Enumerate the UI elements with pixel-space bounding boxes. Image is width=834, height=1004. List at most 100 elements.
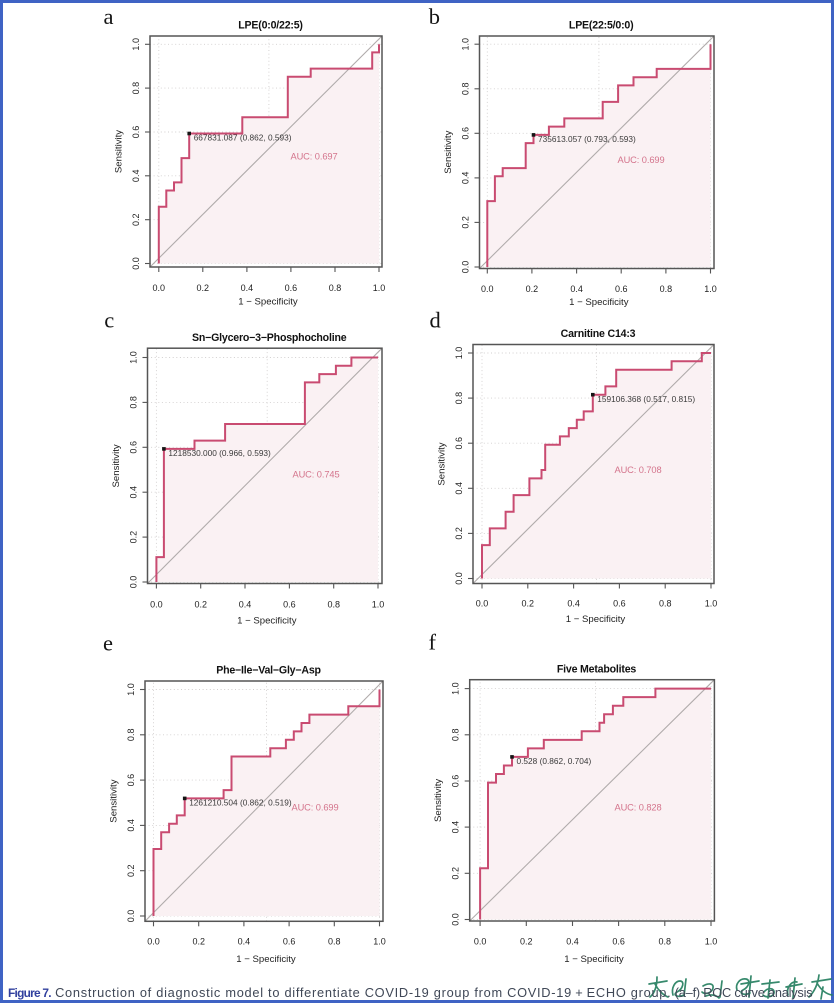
svg-text:0.2: 0.2 [526,284,539,294]
svg-text:a: a [104,4,114,29]
svg-text:0.0: 0.0 [451,913,461,926]
svg-text:0.8: 0.8 [327,599,340,609]
svg-text:1.0: 1.0 [454,347,464,360]
svg-text:1.0: 1.0 [705,937,718,947]
svg-text:0.6: 0.6 [283,937,296,947]
svg-text:0.4: 0.4 [238,937,251,947]
svg-text:0.0: 0.0 [150,599,163,609]
svg-text:0.0: 0.0 [126,910,136,923]
svg-text:0.8: 0.8 [660,284,673,294]
svg-text:667831.087 (0.862, 0.593): 667831.087 (0.862, 0.593) [194,133,292,143]
svg-text:0.4: 0.4 [451,821,461,834]
svg-text:0.2: 0.2 [194,599,207,609]
svg-text:Phe−Ile−Val−Gly−Asp: Phe−Ile−Val−Gly−Asp [216,665,321,677]
svg-text:1 − Specificity: 1 − Specificity [237,616,297,627]
svg-text:0.6: 0.6 [615,284,628,294]
svg-text:Carnitine C14:3: Carnitine C14:3 [561,328,636,340]
svg-text:0.0: 0.0 [461,261,471,274]
svg-text:0.0: 0.0 [131,257,141,270]
svg-text:0.2: 0.2 [131,213,141,226]
svg-text:0.0: 0.0 [481,284,494,294]
svg-text:0.2: 0.2 [129,531,139,544]
svg-text:1 − Specificity: 1 − Specificity [566,614,626,625]
svg-text:1 − Specificity: 1 − Specificity [569,297,629,308]
svg-text:0.0: 0.0 [129,576,139,589]
svg-text:AUC: 0.708: AUC: 0.708 [614,465,661,475]
svg-text:1.0: 1.0 [451,682,461,695]
svg-text:0.528 (0.862, 0.704): 0.528 (0.862, 0.704) [517,756,592,766]
svg-text:0.6: 0.6 [612,937,625,947]
svg-text:1 − Specificity: 1 − Specificity [238,297,298,308]
svg-text:0.6: 0.6 [613,598,626,608]
svg-text:0.4: 0.4 [239,599,252,609]
svg-text:0.2: 0.2 [192,937,205,947]
svg-text:Sensitivity: Sensitivity [109,779,120,822]
svg-text:0.8: 0.8 [328,937,341,947]
svg-text:0.6: 0.6 [454,437,464,450]
svg-text:1 − Specificity: 1 − Specificity [564,954,624,965]
svg-text:0.6: 0.6 [283,599,296,609]
svg-text:1.0: 1.0 [704,284,717,294]
svg-text:0.6: 0.6 [126,774,136,787]
svg-text:LPE(0:0/22:5): LPE(0:0/22:5) [238,20,303,32]
svg-text:Sensitivity: Sensitivity [114,130,125,173]
svg-text:0.8: 0.8 [461,83,471,96]
svg-text:735613.057 (0.793, 0.593): 735613.057 (0.793, 0.593) [538,134,636,144]
svg-text:0.8: 0.8 [131,82,141,95]
svg-text:LPE(22:5/0:0): LPE(22:5/0:0) [569,20,634,32]
svg-text:1.0: 1.0 [461,38,471,51]
svg-text:Sensitivity: Sensitivity [111,444,122,487]
svg-text:0.6: 0.6 [129,441,139,454]
svg-text:0.6: 0.6 [461,127,471,140]
svg-text:d: d [430,308,441,333]
svg-text:AUC: 0.828: AUC: 0.828 [614,803,661,813]
svg-text:0.4: 0.4 [570,284,583,294]
svg-text:0.8: 0.8 [129,396,139,409]
svg-text:0.2: 0.2 [454,527,464,540]
svg-text:0.2: 0.2 [126,864,136,877]
svg-text:Sn−Glycero−3−Phosphocholine: Sn−Glycero−3−Phosphocholine [192,332,347,344]
svg-text:0.2: 0.2 [522,598,535,608]
svg-text:1.0: 1.0 [372,599,385,609]
svg-text:e: e [103,631,113,656]
svg-text:AUC: 0.699: AUC: 0.699 [617,155,664,165]
svg-text:0.0: 0.0 [476,598,489,608]
svg-text:1.0: 1.0 [373,283,386,293]
svg-text:f: f [429,630,437,655]
svg-text:0.8: 0.8 [329,283,342,293]
svg-text:Five Metabolites: Five Metabolites [557,663,637,675]
svg-text:0.4: 0.4 [131,170,141,183]
svg-text:0.8: 0.8 [659,598,672,608]
svg-text:0.2: 0.2 [197,283,210,293]
svg-text:0.8: 0.8 [659,937,672,947]
svg-text:0.4: 0.4 [126,819,136,832]
svg-text:0.4: 0.4 [454,482,464,495]
svg-text:1.0: 1.0 [131,38,141,51]
svg-text:Sensitivity: Sensitivity [437,442,448,485]
svg-text:b: b [429,4,440,29]
svg-text:c: c [104,308,114,333]
svg-text:0.8: 0.8 [126,729,136,742]
svg-text:0.8: 0.8 [454,392,464,405]
svg-text:159106.368 (0.517, 0.815): 159106.368 (0.517, 0.815) [597,394,695,404]
svg-text:0.2: 0.2 [520,937,533,947]
svg-text:1261210.504 (0.862, 0.519): 1261210.504 (0.862, 0.519) [189,798,292,808]
svg-text:0.6: 0.6 [451,775,461,788]
svg-text:1218530.000 (0.966, 0.593): 1218530.000 (0.966, 0.593) [168,448,271,458]
svg-text:1.0: 1.0 [373,937,386,947]
svg-text:Sensitivity: Sensitivity [433,779,444,822]
svg-text:0.0: 0.0 [147,937,160,947]
svg-text:1.0: 1.0 [129,351,139,364]
svg-text:Sensitivity: Sensitivity [443,130,454,173]
svg-text:0.4: 0.4 [241,283,254,293]
svg-text:0.4: 0.4 [129,486,139,499]
svg-text:0.6: 0.6 [285,283,298,293]
svg-text:0.4: 0.4 [567,598,580,608]
svg-text:AUC: 0.745: AUC: 0.745 [292,470,339,480]
svg-text:0.0: 0.0 [454,572,464,585]
svg-text:AUC: 0.699: AUC: 0.699 [291,803,338,813]
svg-text:0.2: 0.2 [451,867,461,880]
svg-text:0.0: 0.0 [474,937,487,947]
svg-text:0.6: 0.6 [131,126,141,139]
svg-text:1 − Specificity: 1 − Specificity [236,954,296,965]
